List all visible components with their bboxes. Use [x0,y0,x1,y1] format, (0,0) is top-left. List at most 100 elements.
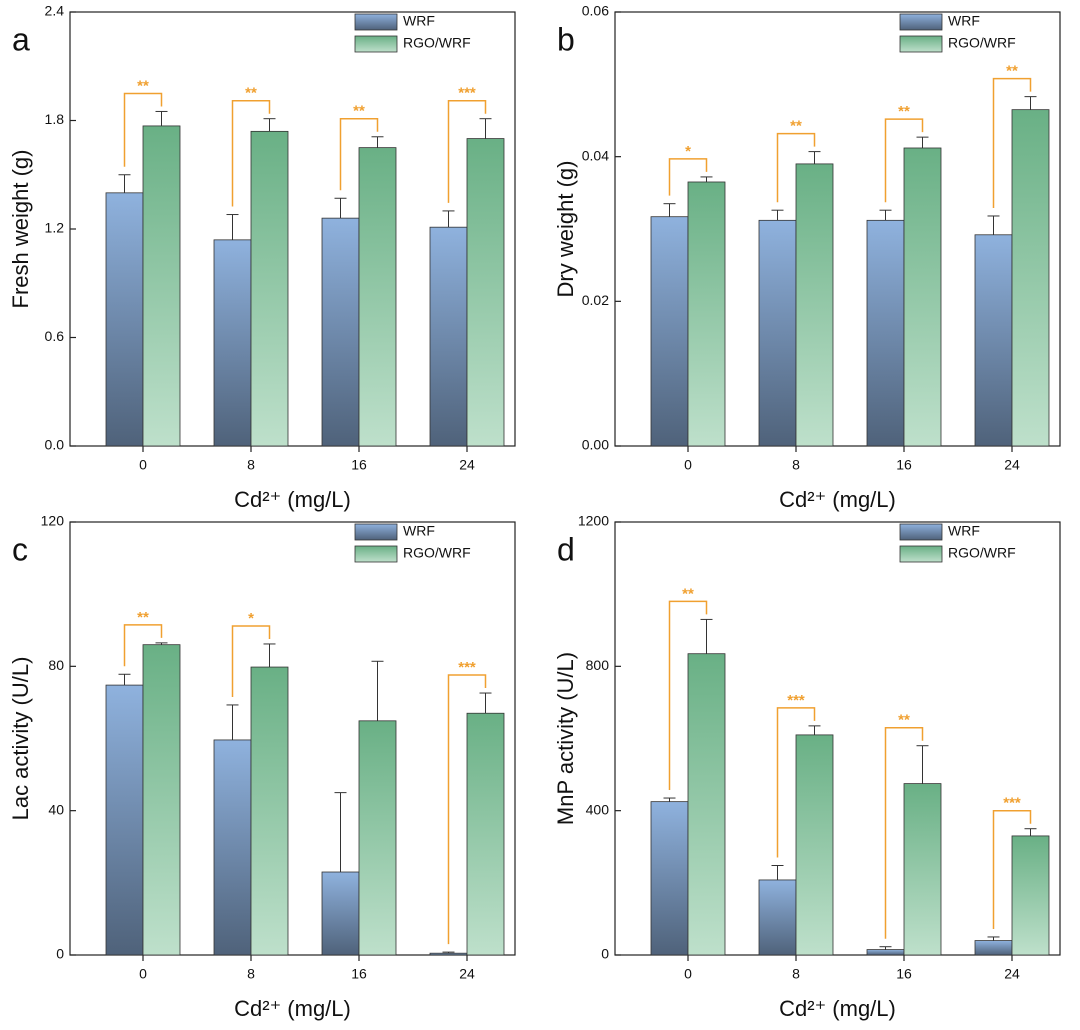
x-tick-label: 0 [139,966,147,982]
y-tick-label: 0 [56,946,64,962]
significance-label: *** [458,659,476,676]
bar [1011,109,1050,447]
y-axis-title: Dry weight (g) [553,161,578,298]
bar [358,720,397,956]
bar [142,125,181,447]
significance-bracket [668,158,708,196]
legend-label: WRF [948,523,980,539]
significance-bracket [992,77,1032,208]
bar [213,239,252,447]
legend-label: RGO/WRF [403,35,471,51]
significance-label: * [248,610,254,627]
significance-label: ** [245,85,257,102]
significance-bracket [447,99,487,203]
legend-swatch [354,545,398,563]
y-axis-title: Lac activity (U/L) [8,657,33,821]
y-tick-label: 400 [586,801,610,817]
legend-label: RGO/WRF [948,35,1016,51]
significance-bracket [776,707,816,858]
x-tick-label: 16 [351,966,367,982]
y-tick-label: 1200 [578,513,609,529]
x-axis-title: Cd²⁺ (mg/L) [779,996,896,1021]
legend-swatch [899,13,943,31]
significance-bracket [231,625,271,697]
bar [250,666,289,956]
significance-label: ** [898,712,910,729]
bar [903,783,942,956]
significance-bracket [123,92,163,167]
significance-label: *** [458,85,476,102]
panel-label: c [12,531,28,567]
bar [105,684,144,956]
legend-swatch [899,523,943,541]
x-tick-label: 24 [1004,966,1020,982]
bar [758,879,797,956]
significance-bracket [992,809,1032,929]
significance-label: ** [137,77,149,94]
x-tick-label: 16 [351,457,367,473]
x-tick-label: 24 [459,457,475,473]
x-tick-label: 24 [459,966,475,982]
bar [974,940,1013,956]
bar [866,949,905,956]
y-tick-label: 80 [48,657,64,673]
x-tick-label: 8 [247,457,255,473]
x-tick-label: 16 [896,966,912,982]
bar [903,147,942,447]
significance-label: *** [1003,795,1021,812]
y-tick-label: 0.0 [45,437,65,453]
x-tick-label: 0 [684,966,692,982]
legend-swatch [899,545,943,563]
significance-label: ** [1006,63,1018,80]
y-tick-label: 0.04 [582,147,609,163]
bar [250,130,289,447]
significance-bracket [339,118,379,191]
x-tick-label: 0 [684,457,692,473]
panel-label: b [557,21,575,57]
significance-label: *** [787,692,805,709]
bar [321,871,360,956]
bar [650,801,689,956]
y-axis-title: Fresh weight (g) [8,150,33,309]
y-tick-label: 0 [601,946,609,962]
legend-label: WRF [948,13,980,29]
x-tick-label: 0 [139,457,147,473]
significance-label: ** [137,609,149,626]
significance-bracket [231,99,271,207]
plot-frame [69,521,516,956]
bar [213,739,252,956]
significance-label: ** [790,118,802,135]
significance-bracket [884,726,924,939]
x-tick-label: 8 [792,457,800,473]
bar [974,234,1013,447]
x-tick-label: 16 [896,457,912,473]
y-tick-label: 1.2 [45,220,65,236]
panel-label: d [557,531,575,567]
bar [321,217,360,447]
bar [687,181,726,447]
significance-bracket [447,674,487,945]
significance-label: ** [898,103,910,120]
bar [429,226,468,447]
bar [795,734,834,956]
plot-frame [614,521,1061,956]
significance-label: * [685,143,691,160]
significance-bracket [776,132,816,203]
bar [687,653,726,956]
legend-swatch [354,523,398,541]
x-tick-label: 24 [1004,457,1020,473]
bar [1011,835,1050,956]
bar [142,644,181,956]
bar [758,219,797,447]
x-axis-title: Cd²⁺ (mg/L) [234,487,351,512]
significance-bracket [123,624,163,667]
y-tick-label: 1.8 [45,111,65,127]
bar [105,192,144,447]
bar [358,147,397,447]
significance-bracket [668,600,708,791]
significance-bracket [884,118,924,203]
bar [866,219,905,447]
legend-swatch [354,13,398,31]
y-tick-label: 40 [48,801,64,817]
